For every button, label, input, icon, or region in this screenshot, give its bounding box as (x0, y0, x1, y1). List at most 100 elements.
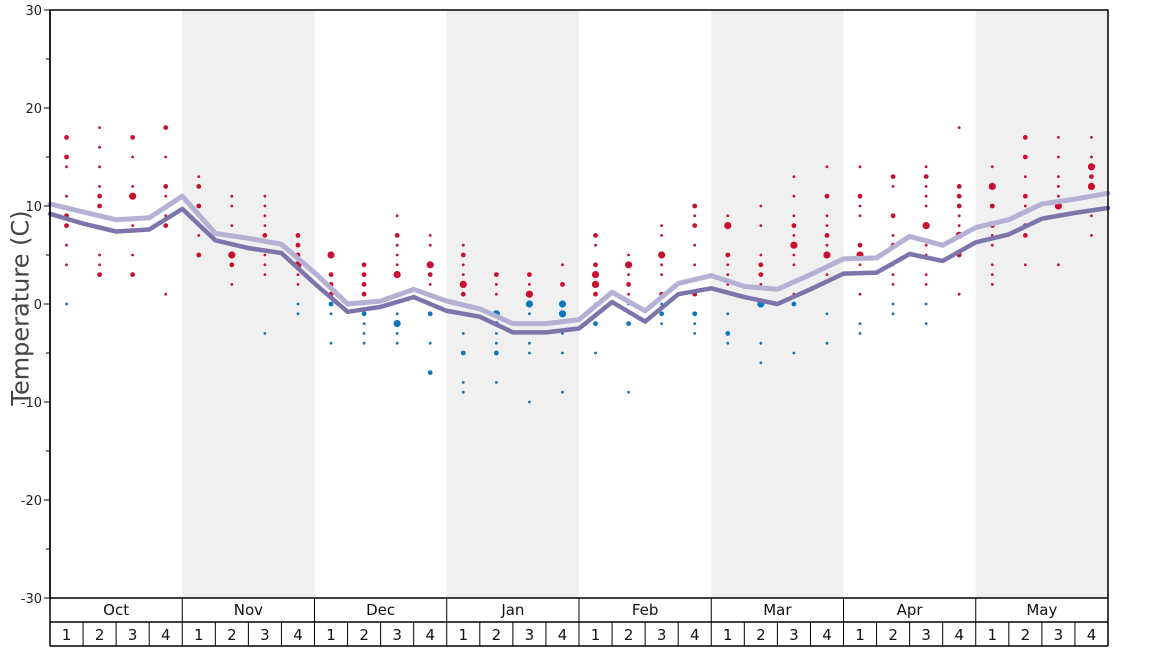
temperature-dot (558, 310, 567, 318)
temperature-dot (561, 351, 564, 355)
temperature-dot (528, 341, 531, 345)
temperature-dot (426, 261, 434, 269)
week-label: 2 (95, 626, 105, 644)
temperature-dot (1090, 214, 1093, 218)
temperature-dot (825, 165, 829, 169)
temperature-dot (1090, 155, 1093, 159)
temperature-dot (1087, 182, 1096, 190)
temperature-dot (858, 204, 862, 208)
temperature-dot (493, 272, 499, 277)
temperature-dot (130, 135, 136, 140)
temperature-dot (65, 194, 68, 198)
temperature-dot (229, 262, 235, 268)
temperature-dot (263, 224, 267, 228)
temperature-dot (823, 251, 831, 259)
week-label: 3 (392, 626, 402, 644)
temperature-dot (660, 224, 664, 228)
temperature-dot (98, 165, 101, 169)
temperature-dot (361, 272, 367, 277)
temperature-dot (1090, 136, 1093, 139)
temperature-dot (891, 234, 895, 237)
temperature-dot (792, 253, 796, 257)
month-label: Mar (763, 601, 792, 619)
week-label: 1 (723, 626, 733, 644)
temperature-dot (891, 273, 895, 276)
temperature-dot (924, 204, 928, 208)
month-label: Nov (234, 601, 263, 619)
temperature-dot (726, 263, 730, 267)
temperature-dot (129, 192, 137, 200)
temperature-dot (361, 311, 367, 317)
y-tick-label: 30 (25, 4, 42, 19)
temperature-dot (725, 331, 731, 336)
temperature-dot (858, 332, 862, 335)
temperature-dot (394, 233, 400, 238)
temperature-dot (692, 223, 698, 229)
temperature-dot (196, 203, 202, 209)
temperature-dot (660, 322, 664, 325)
x-axis: Oct 1 2 3 4 Nov 1 2 3 4 Dec 1 2 3 4 Jan 1 2 3 4 Feb 1 2 3 4 Mar 1 2… (50, 598, 1109, 647)
temperature-dot (493, 350, 499, 356)
temperature-dot (97, 272, 102, 277)
temperature-dot (263, 194, 267, 198)
temperature-dot (924, 302, 928, 306)
temperature-dot (990, 243, 994, 247)
temperature-dot (989, 203, 995, 209)
temperature-dot (759, 204, 763, 208)
temperature-dot (724, 222, 732, 230)
week-label: 1 (62, 626, 72, 644)
temperature-dot (98, 126, 101, 129)
temperature-dot (65, 263, 68, 267)
temperature-dot (858, 214, 862, 218)
temperature-dot (825, 341, 829, 345)
temperature-dot (725, 252, 731, 258)
week-label: 3 (128, 626, 138, 644)
week-label: 1 (591, 626, 601, 644)
temperature-dot (1089, 174, 1094, 180)
temperature-dot (924, 194, 928, 198)
temperature-dot (97, 203, 102, 209)
temperature-dot (858, 263, 862, 267)
temperature-dot (197, 234, 201, 237)
temperature-dot (98, 185, 101, 188)
temperature-dot (1022, 154, 1028, 160)
week-label: 4 (293, 626, 303, 644)
temperature-dot (758, 262, 764, 268)
temperature-dot (890, 174, 896, 180)
temperature-dot (295, 233, 301, 238)
temperature-dot (262, 233, 268, 238)
temperature-dot (460, 291, 466, 297)
temperature-dot (428, 341, 432, 345)
temperature-dot (1022, 193, 1028, 199)
temperature-dot (726, 214, 730, 218)
temperature-dot (528, 400, 531, 404)
temperature-dot (792, 263, 796, 267)
week-label: 4 (954, 626, 964, 644)
temperature-dot (956, 193, 962, 199)
temperature-dot (660, 263, 664, 267)
month-band (975, 10, 1108, 598)
temperature-dot (558, 300, 567, 308)
temperature-dot (1022, 135, 1028, 140)
temperature-dot (593, 321, 598, 326)
temperature-dot (857, 242, 863, 248)
temperature-dot (1057, 136, 1060, 139)
month-label: Dec (366, 601, 395, 619)
temperature-dot (460, 350, 466, 356)
temperature-dot (131, 185, 135, 188)
y-tick-label: 10 (25, 200, 42, 215)
temperature-dot (924, 283, 928, 286)
temperature-dot (759, 341, 763, 345)
temperature-dot (824, 193, 830, 199)
month-label: Jan (500, 601, 524, 619)
temperature-dot (296, 273, 300, 276)
temperature-dot (791, 223, 797, 229)
temperature-dot (726, 273, 730, 276)
temperature-dot (988, 182, 996, 190)
week-label: 2 (359, 626, 369, 644)
temperature-dot (956, 203, 962, 209)
temperature-dot (296, 302, 300, 306)
temperature-dot (461, 332, 465, 335)
week-label: 4 (822, 626, 832, 644)
temperature-dot (230, 204, 234, 208)
